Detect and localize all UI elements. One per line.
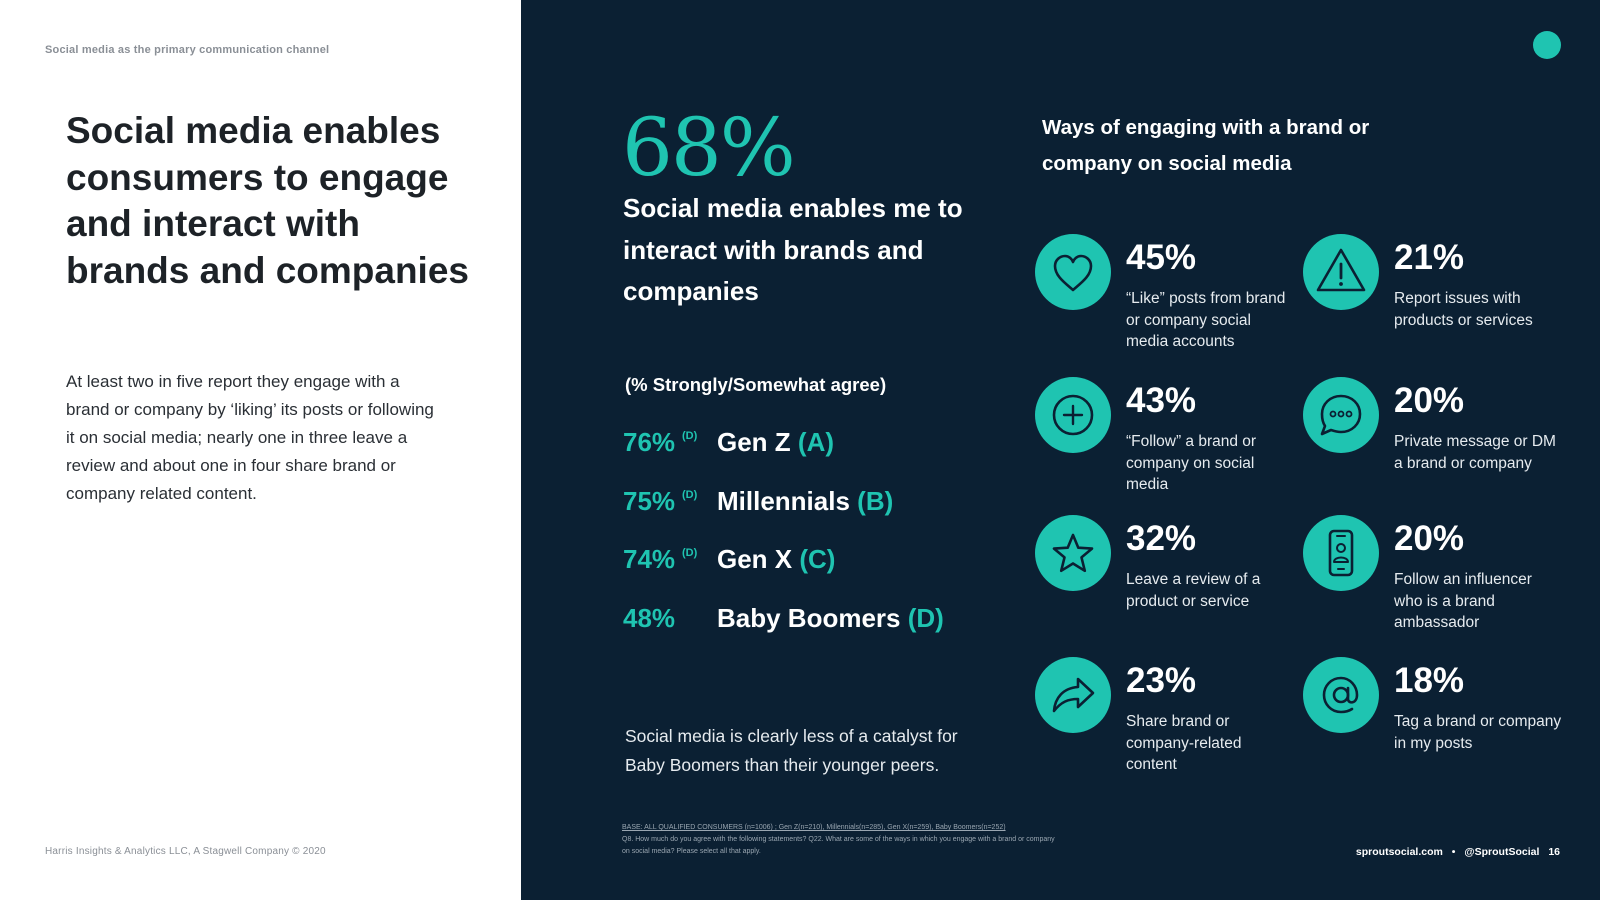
item-desc: “Like” posts from brand or company socia… xyxy=(1126,290,1286,350)
generation-name: Baby Boomers xyxy=(717,602,901,633)
item-pct: 32% xyxy=(1126,519,1197,558)
generation-letter: (B) xyxy=(857,485,894,516)
page-headline: Social media enables consumers to engage… xyxy=(66,110,469,291)
at-sign-icon xyxy=(1303,657,1379,733)
engagement-item-report: 21% Report issues with products or servi… xyxy=(1303,234,1563,364)
engagement-item-dm: 20% Private message or DM a brand or com… xyxy=(1303,377,1563,507)
item-pct: 18% xyxy=(1394,661,1465,700)
star-icon xyxy=(1035,515,1111,591)
chat-bubble-icon xyxy=(1303,377,1379,453)
generation-letter: (D) xyxy=(907,602,944,633)
engagement-item-share: 23% Share brand or company-related conte… xyxy=(1035,657,1295,787)
generation-label: Gen X (C) xyxy=(717,544,835,575)
generation-pct: 48% xyxy=(623,602,676,633)
significance-marker: (D) xyxy=(682,547,698,559)
generation-label: Baby Boomers (D) xyxy=(717,603,944,634)
base-note: BASE: ALL QUALIFIED CONSUMERS (n=1006) ;… xyxy=(622,822,1062,858)
item-pct: 43% xyxy=(1126,381,1197,420)
share-arrow-icon xyxy=(1035,657,1111,733)
item-desc: Tag a brand or company in my posts xyxy=(1394,713,1562,752)
generation-letter: (A) xyxy=(797,427,834,457)
engagement-item-like: 45% “Like” posts from brand or company s… xyxy=(1035,234,1295,364)
footer-separator: • xyxy=(1451,846,1456,858)
item-pct: 20% xyxy=(1394,381,1465,420)
summary-paragraph: At least two in five report they engage … xyxy=(66,372,434,503)
generation-name: Gen Z xyxy=(717,427,791,457)
item-desc: “Follow” a brand or company on social me… xyxy=(1126,433,1257,493)
page-number: 16 xyxy=(1548,846,1560,858)
ways-title: Ways of engaging with a brand or company… xyxy=(1042,116,1370,175)
significance-marker: (D) xyxy=(682,430,698,442)
footer-handle[interactable]: @SproutSocial xyxy=(1464,846,1540,858)
warning-icon xyxy=(1303,234,1379,310)
engagement-item-follow: 43% “Follow” a brand or company on socia… xyxy=(1035,377,1295,507)
generation-name: Millennials xyxy=(717,485,850,516)
generation-label: Millennials (B) xyxy=(717,486,893,517)
generation-pct: 75% xyxy=(623,485,676,516)
engagement-item-review: 32% Leave a review of a product or servi… xyxy=(1035,515,1295,645)
item-pct: 21% xyxy=(1394,238,1465,277)
generation-letter: (C) xyxy=(799,544,836,574)
item-pct: 23% xyxy=(1126,661,1197,700)
catalyst-note: Social media is clearly less of a cataly… xyxy=(625,726,958,775)
accent-dot xyxy=(1533,31,1561,59)
significance-marker: (D) xyxy=(682,488,698,501)
phone-person-icon xyxy=(1303,515,1379,591)
generation-pct: 76% xyxy=(623,427,676,457)
agree-note: (% Strongly/Somewhat agree) xyxy=(625,374,887,395)
section-eyebrow: Social media as the primary communicatio… xyxy=(45,44,330,56)
footer-right: sproutsocial.com • @SproutSocial 16 xyxy=(1350,846,1560,858)
engagement-item-tag: 18% Tag a brand or company in my posts xyxy=(1303,657,1563,787)
plus-circle-icon xyxy=(1035,377,1111,453)
stat-statement: Social media enables me to interact with… xyxy=(623,193,963,306)
item-pct: 45% xyxy=(1126,238,1197,277)
item-desc: Private message or DM a brand or company xyxy=(1394,433,1556,472)
heart-icon xyxy=(1035,234,1111,310)
left-panel: Social media as the primary communicatio… xyxy=(0,0,521,900)
generation-name: Gen X xyxy=(717,544,793,574)
item-pct: 20% xyxy=(1394,519,1465,558)
item-desc: Leave a review of a product or service xyxy=(1126,571,1261,610)
copyright-footer: Harris Insights & Analytics LLC, A Stagw… xyxy=(45,846,326,857)
footer-site-link[interactable]: sproutsocial.com xyxy=(1355,846,1443,858)
generation-pct: 74% xyxy=(623,544,676,574)
question-line: Q8. How much do you agree with the follo… xyxy=(622,836,1055,855)
item-desc: Follow an influencer who is a brand amba… xyxy=(1394,571,1532,631)
item-desc: Report issues with products or services xyxy=(1394,290,1533,329)
item-desc: Share brand or company-related content xyxy=(1126,713,1242,773)
base-line: BASE: ALL QUALIFIED CONSUMERS (n=1006) ;… xyxy=(622,824,1006,831)
engagement-item-influencer: 20% Follow an influencer who is a brand … xyxy=(1303,515,1563,645)
headline-stat: 68% xyxy=(622,101,796,194)
generation-label: Gen Z (A) xyxy=(717,427,834,458)
